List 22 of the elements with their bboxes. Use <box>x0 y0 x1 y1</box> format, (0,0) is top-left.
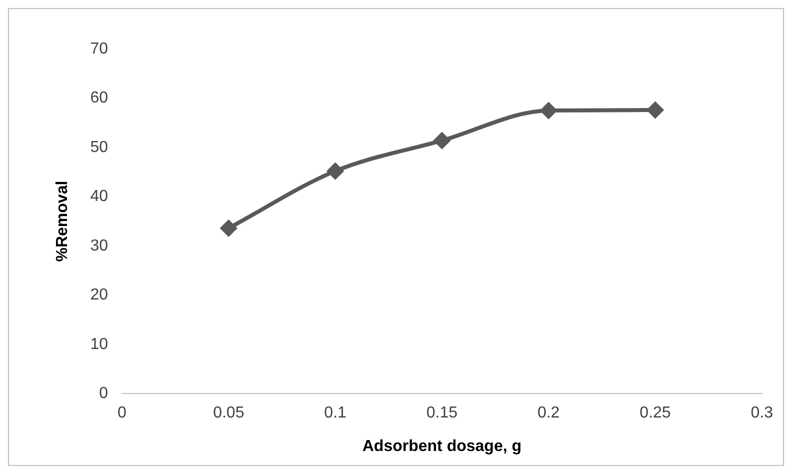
x-tick-label: 0.15 <box>426 404 458 422</box>
x-axis-title: Adsorbent dosage, g <box>362 438 522 455</box>
x-tick-label: 0 <box>118 404 127 422</box>
y-tick-label: 20 <box>90 286 108 304</box>
y-tick-label: 70 <box>90 40 108 58</box>
point <box>220 220 237 236</box>
point <box>434 132 450 149</box>
x-tick-label: 0.2 <box>537 404 560 422</box>
point <box>327 163 344 180</box>
y-tick-label: 50 <box>90 138 108 156</box>
y-tick-label: 10 <box>90 336 108 353</box>
y-tick-label: 40 <box>90 188 108 206</box>
y-tick-label: 0 <box>99 385 108 402</box>
y-tick-label: 60 <box>90 90 108 107</box>
x-tick-label: 0.3 <box>750 404 774 422</box>
x-tick-label: 0.25 <box>640 404 671 422</box>
point <box>647 102 664 118</box>
y-tick-label: 30 <box>90 237 108 254</box>
x-tick-label: 0.1 <box>324 404 347 422</box>
y-axis-title: %Removal <box>54 180 72 262</box>
point <box>540 102 557 119</box>
x-tick-label: 0.05 <box>213 404 244 422</box>
